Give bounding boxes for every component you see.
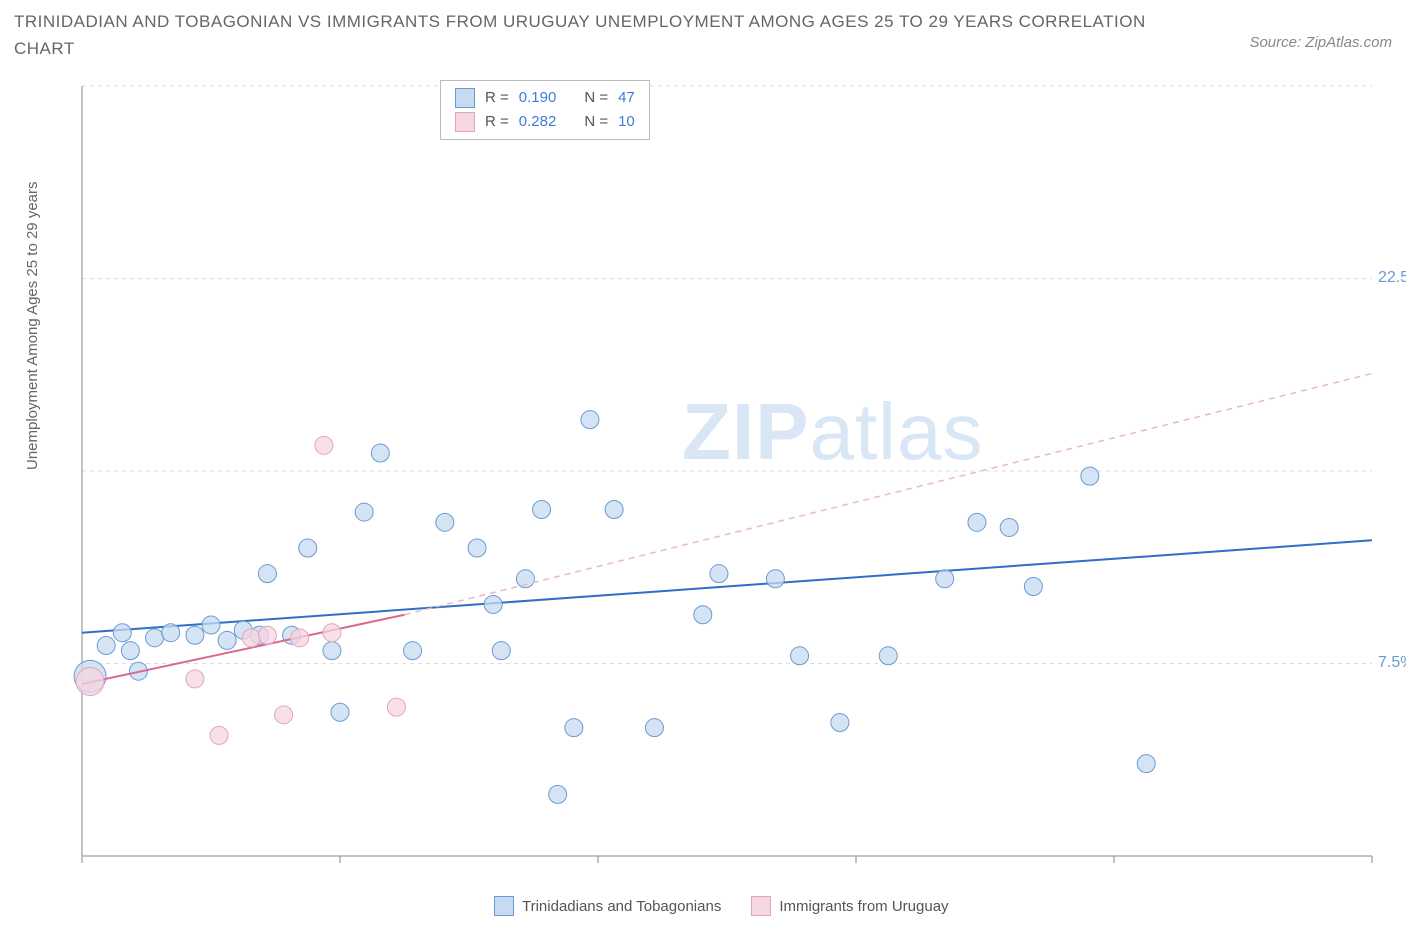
y-tick-label: 7.5% [1378, 654, 1406, 672]
series-legend: Trinidadians and Tobagonians Immigrants f… [494, 896, 949, 916]
series-swatch [455, 88, 475, 108]
stats-row: R = 0.190 N = 47 [455, 86, 635, 110]
series-swatch [751, 896, 771, 916]
chart-title: TRINIDADIAN AND TOBAGONIAN VS IMMIGRANTS… [14, 8, 1164, 62]
n-value: 47 [618, 86, 635, 110]
legend-item: Immigrants from Uruguay [751, 896, 948, 916]
series-swatch [494, 896, 514, 916]
stats-row: R = 0.282 N = 10 [455, 110, 635, 134]
series-swatch [455, 112, 475, 132]
n-label: N = [584, 86, 608, 110]
y-axis-label: Unemployment Among Ages 25 to 29 years [24, 181, 41, 470]
legend-item: Trinidadians and Tobagonians [494, 896, 721, 916]
y-tick-label: 22.5% [1378, 269, 1406, 287]
r-value: 0.190 [519, 86, 557, 110]
chart-area: ZIPatlas [62, 76, 1392, 876]
legend-label: Immigrants from Uruguay [779, 898, 948, 915]
r-label: R = [485, 110, 509, 134]
scatter-chart [62, 76, 1392, 876]
n-value: 10 [618, 110, 635, 134]
n-label: N = [584, 110, 608, 134]
r-value: 0.282 [519, 110, 557, 134]
stats-legend-box: R = 0.190 N = 47 R = 0.282 N = 10 [440, 80, 650, 140]
legend-label: Trinidadians and Tobagonians [522, 898, 721, 915]
r-label: R = [485, 86, 509, 110]
source-attribution: Source: ZipAtlas.com [1249, 34, 1392, 51]
